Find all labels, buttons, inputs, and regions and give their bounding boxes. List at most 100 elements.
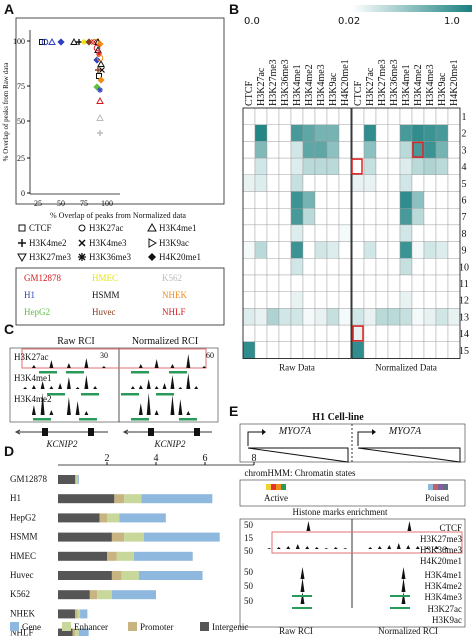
- heatmap-cell: [411, 274, 425, 292]
- heatmap-raw-frame: [242, 107, 352, 359]
- scatter-point: [39, 39, 45, 45]
- track-signal: [255, 592, 350, 604]
- heatmap-cell: [363, 207, 377, 226]
- heatmap-cell: [290, 224, 304, 242]
- heatmap-cell: [411, 308, 425, 326]
- heatmap-cell: [423, 291, 437, 309]
- heatmap-cell: [254, 207, 268, 226]
- heatmap-row-label: 13: [459, 312, 469, 323]
- heatmap-column-label: H4K20me1: [449, 59, 460, 106]
- track-signal: [255, 521, 350, 531]
- heatmap-cell: [290, 157, 304, 176]
- heatmap-cell: [326, 124, 340, 142]
- heatmap-cell: [338, 174, 352, 192]
- bar-segment: [58, 609, 76, 619]
- legend-marker-plus: [18, 239, 26, 247]
- heatmap-column-label: H3K9ac: [328, 72, 339, 106]
- heatmap-cell: [302, 224, 316, 242]
- legend-swatch: [62, 622, 71, 631]
- peak-call-bar: [131, 371, 149, 374]
- heatmap-cell: [411, 258, 425, 276]
- legend-mark-label: H3K36me3: [89, 252, 131, 262]
- panel-c-gene-label: KCNIP2: [153, 439, 186, 449]
- heatmap-cell: [338, 207, 352, 226]
- heatmap-cell: [242, 157, 256, 176]
- heatmap-cell: [351, 191, 365, 209]
- heatmap-cell: [399, 274, 413, 292]
- heatmap-cell: [290, 124, 304, 142]
- heatmap-cell: [447, 157, 461, 176]
- peak-call-bar: [39, 371, 57, 374]
- bar-segment: [111, 590, 156, 600]
- panel-e-raw-label: Raw RCI: [279, 626, 313, 636]
- peak-call-bar: [390, 595, 410, 597]
- gene-arrow: [14, 429, 21, 435]
- cell-line-label: H1: [24, 290, 35, 300]
- legend-swatch: [200, 622, 209, 631]
- heatmap-cell: [254, 224, 268, 242]
- heatmap-cell: [278, 107, 292, 125]
- heatmap-cell: [423, 207, 437, 226]
- heatmap-cell: [278, 341, 292, 359]
- heatmap-cell: [435, 241, 449, 259]
- scatter-point: [85, 38, 93, 46]
- heatmap-cell: [242, 324, 256, 343]
- heatmap-cell: [423, 274, 437, 292]
- heatmap-cell: [363, 308, 377, 326]
- heatmap-cell: [351, 274, 365, 292]
- heatmap-column-label: H3K4me1: [292, 64, 303, 106]
- heatmap-cell: [363, 157, 377, 176]
- heatmap-cell: [314, 274, 328, 292]
- heatmap-cell: [266, 324, 280, 343]
- panel-e-active-label: Active: [264, 493, 288, 503]
- peak-call-bar: [81, 393, 99, 396]
- heatmap-cell: [435, 341, 449, 359]
- cell-line-label: HepG2: [24, 307, 50, 317]
- heatmap-column-label: H3K27ac: [365, 67, 376, 106]
- color-scale-bar: [352, 5, 472, 12]
- panel-e-histone-title: Histone marks enrichment: [293, 507, 388, 517]
- heatmap-cell: [266, 157, 280, 176]
- bar-segment: [111, 532, 125, 542]
- heatmap-cell: [314, 241, 328, 259]
- heatmap-cell: [314, 308, 328, 326]
- bar-segment: [99, 513, 107, 523]
- heatmap-cell: [423, 191, 437, 209]
- heatmap-cell: [399, 308, 413, 326]
- heatmap-cell: [351, 341, 365, 359]
- heatmap-cell: [363, 141, 377, 159]
- heatmap-cell: [435, 141, 449, 159]
- track-signal: [356, 578, 451, 592]
- heatmap-cell: [423, 141, 437, 159]
- track-signal: [121, 373, 216, 389]
- heatmap-cell: [363, 107, 377, 125]
- heatmap-cell: [326, 258, 340, 276]
- heatmap-cell: [375, 258, 389, 276]
- heatmap-row-label: 2: [462, 129, 467, 140]
- panel-a-ylabel: % Overlap of peaks from Raw data: [2, 62, 10, 162]
- panel-letter-d: D: [4, 443, 14, 459]
- panel-c-highlight: [21, 348, 207, 369]
- heatmap-cell: [254, 274, 268, 292]
- heatmap-cell: [326, 308, 340, 326]
- heatmap-cell: [302, 157, 316, 176]
- heatmap-cell: [363, 191, 377, 209]
- scatter-point: [96, 40, 104, 48]
- scale-label-mid: 0.02: [338, 16, 360, 27]
- panel-d-cell-label: K562: [10, 589, 30, 599]
- panel-e-track-label: CTCF: [439, 523, 462, 533]
- heatmap-cell: [278, 324, 292, 343]
- bar-segment: [58, 532, 112, 542]
- scatter-point: [81, 39, 87, 45]
- bar-segment: [143, 532, 220, 542]
- heatmap-cell: [351, 324, 365, 343]
- scatter-point: [96, 96, 104, 104]
- heatmap-column-label: CTCF: [353, 81, 364, 106]
- heatmap-cell: [266, 107, 280, 125]
- heatmap-cell: [314, 107, 328, 125]
- peak-call-bar: [179, 418, 197, 421]
- heatmap-cell: [387, 124, 401, 142]
- heatmap-cell: [387, 308, 401, 326]
- scatter-point: [70, 37, 78, 45]
- heatmap-cell: [435, 291, 449, 309]
